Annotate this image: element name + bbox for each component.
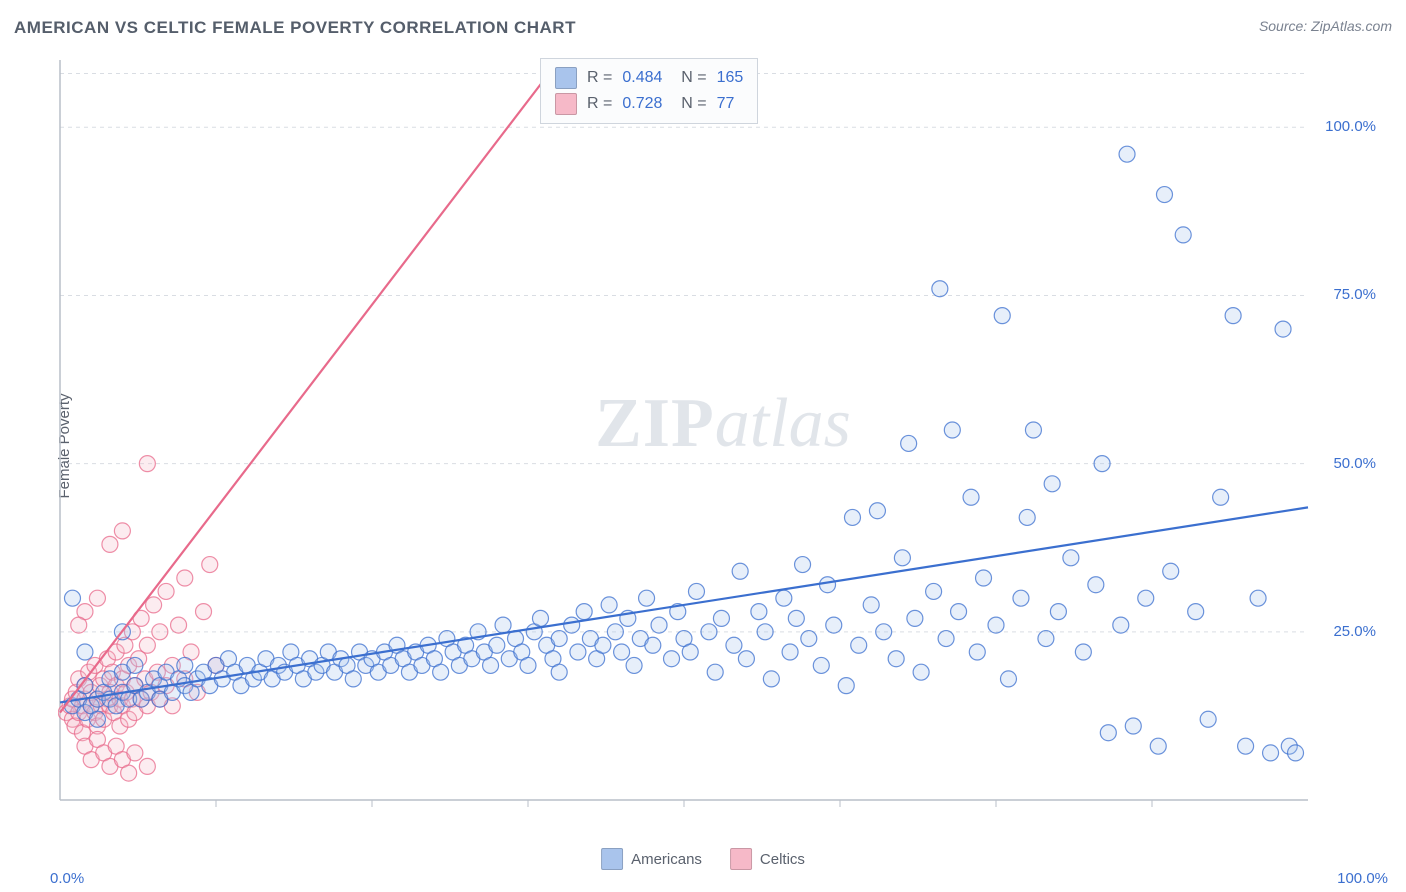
chart-header: AMERICAN VS CELTIC FEMALE POVERTY CORREL… <box>14 18 1392 42</box>
x-tick-0: 0.0% <box>50 870 84 887</box>
stats-swatch-celtics <box>555 93 577 115</box>
legend-label-americans: Americans <box>631 851 702 868</box>
legend-item-celtics: Celtics <box>730 848 805 870</box>
y-tick-50: 50.0% <box>1333 455 1376 472</box>
scatter-svg <box>58 50 1388 830</box>
stats-r-label: R = <box>587 95 612 113</box>
stats-n-value-celtics: 77 <box>717 95 735 113</box>
plot-area: ZIPatlas 25.0%50.0%75.0%100.0% <box>58 50 1388 830</box>
legend-swatch-americans <box>601 848 623 870</box>
stats-row-americans: R = 0.484 N = 165 <box>555 65 743 91</box>
stats-n-value-americans: 165 <box>717 69 744 87</box>
y-tick-75: 75.0% <box>1333 286 1376 303</box>
y-tick-100: 100.0% <box>1325 118 1376 135</box>
stats-row-celtics: R = 0.728 N = 77 <box>555 91 743 117</box>
source-attribution: Source: ZipAtlas.com <box>1259 18 1392 34</box>
x-tick-100: 100.0% <box>1337 870 1388 887</box>
stats-r-value-celtics: 0.728 <box>622 95 662 113</box>
stats-n-label: N = <box>672 95 706 113</box>
stats-n-label: N = <box>672 69 706 87</box>
stats-r-value-americans: 0.484 <box>622 69 662 87</box>
y-tick-25: 25.0% <box>1333 623 1376 640</box>
legend-swatch-celtics <box>730 848 752 870</box>
legend-item-americans: Americans <box>601 848 702 870</box>
series-legend: Americans Celtics <box>601 848 805 870</box>
correlation-stats-box: R = 0.484 N = 165 R = 0.728 N = 77 <box>540 58 758 124</box>
legend-label-celtics: Celtics <box>760 851 805 868</box>
chart-title: AMERICAN VS CELTIC FEMALE POVERTY CORREL… <box>14 18 576 37</box>
stats-r-label: R = <box>587 69 612 87</box>
stats-swatch-americans <box>555 67 577 89</box>
